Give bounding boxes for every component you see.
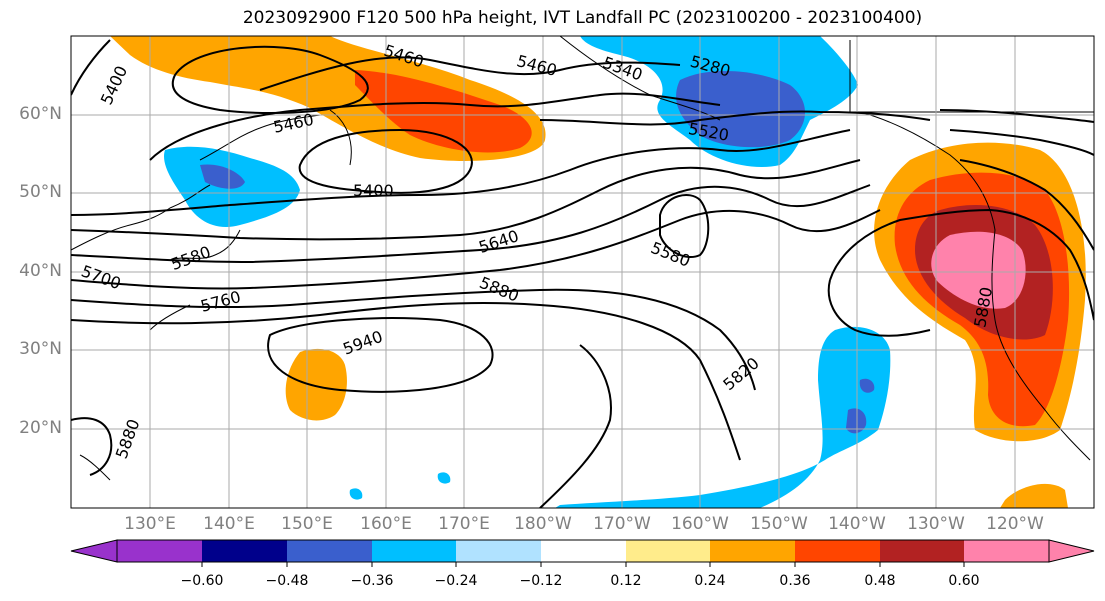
contour-5760 [71,209,881,290]
colorbar [70,539,1095,567]
contour-5940-loop [267,317,494,393]
contour-5700 [71,184,871,264]
contour-5580-loop [659,194,710,258]
lon-label-130w: 130°W [907,514,965,534]
lon-label-180w: 180°W [514,514,572,534]
colorbar-ticks [201,562,965,567]
positive-anomaly-nepac-pink [931,231,1026,309]
lon-label-160e: 160°E [360,514,412,534]
colorbar-tick-label: 0.24 [694,573,726,589]
colorbar-bin [202,540,287,562]
lat-label-40n: 40°N [19,261,62,281]
contour-5460-north [259,56,681,91]
positive-anomaly-westpac [285,348,347,421]
colorbar-extend-low [70,539,118,563]
colorbar-extend-high [1048,539,1095,563]
negative-anomaly-tiny1 [349,488,363,500]
lon-label-170w: 170°W [593,514,651,534]
lon-label-140e: 140°E [203,514,255,534]
contour-loop-n [171,45,369,114]
colorbar-tick-label: −0.24 [434,573,478,589]
colorbar-tick-label: −0.60 [180,573,224,589]
contour-east-2 [949,129,1094,156]
graticule [71,36,1094,508]
lat-label-20n: 20°N [19,418,62,438]
colorbar-bin [372,540,456,562]
lon-label-150w: 150°W [750,514,808,534]
lon-label-140w: 140°W [828,514,886,534]
colorbar-outline [116,539,1050,563]
asia-coast [71,109,352,481]
colorbar-bin [541,540,626,562]
negative-anomaly-tiny2 [437,472,451,484]
colorbar-bin [626,540,710,562]
contour-5640 [71,159,861,241]
colorbar-bin [880,540,964,562]
contour-5520 [539,110,931,126]
colorbar-bin [287,540,372,562]
contour-ridge-2 [827,279,931,337]
contour-5400-nw [71,39,111,96]
negative-anomaly-small [859,378,875,393]
contour-5460-mid [149,92,721,161]
colorbar-bin [795,540,880,562]
positive-anomaly-se [1000,483,1068,508]
contour-5880 [71,302,741,461]
lat-label-60n: 60°N [19,104,62,124]
contour-ridge-1 [829,208,1094,321]
negative-anomaly-alaska-core [676,70,805,148]
negative-anomaly-hawaii-core [846,408,867,434]
contour-5880-sw [71,417,113,476]
colorbar-bin [456,540,541,562]
colorbar-bin [964,540,1049,562]
height-contours [71,39,1094,508]
colorbar-tick-label: 0.36 [779,573,811,589]
colorbar-tick-label: −0.36 [350,573,394,589]
colorbar-tick-label: −0.12 [519,573,563,589]
colorbar-tick-label: 0.48 [864,573,896,589]
contour-5400-low [298,128,473,194]
colorbar-tick-label: −0.48 [265,573,309,589]
lon-label-120w: 120°W [986,514,1044,534]
map-title: 2023092900 F120 500 hPa height, IVT Land… [242,8,923,28]
lat-label-30n: 30°N [19,339,62,359]
lon-label-130e: 130°E [124,514,176,534]
lon-label-150e: 150°E [281,514,333,534]
negative-anomaly-okhotsk-core [200,164,245,189]
colorbar-tick-label: 0.12 [610,573,642,589]
positive-anomaly-bering-red [355,70,532,153]
colorbar-tick-label: 0.60 [948,573,980,589]
contour-label: 5400 [353,181,394,200]
colorbar-bin [710,540,795,562]
contour-5820 [71,288,756,391]
na-coast [859,111,1091,461]
contour-east-3 [959,159,1094,251]
lon-label-170e: 170°E [438,514,490,534]
contour-5580-w [71,129,851,216]
colorbar-bin [117,540,202,562]
contour-east-1 [939,109,1094,123]
map-border [70,35,1095,509]
contour-5880-s [539,344,612,508]
lon-label-160w: 160°W [671,514,729,534]
lat-label-50n: 50°N [19,182,62,202]
